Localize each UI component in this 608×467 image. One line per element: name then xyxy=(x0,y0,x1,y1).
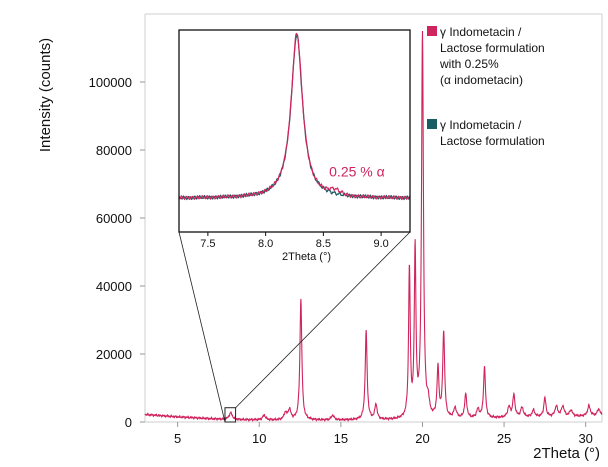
x-tick-label: 30 xyxy=(578,431,592,446)
x-tick-label: 10 xyxy=(252,431,266,446)
y-axis-label: Intensity (counts) xyxy=(37,38,54,152)
inset-x-tick-label: 7.5 xyxy=(200,238,215,250)
main-plot: 5 10 15 20 25 30 020000400006000080000100000 … xyxy=(37,13,603,462)
inset-background xyxy=(179,30,410,232)
inset-x-tick-label: 9.0 xyxy=(373,238,388,250)
series-line-formulation-with-alpha xyxy=(144,31,603,422)
x-tick-label: 20 xyxy=(415,431,429,446)
legend-label-line: (α indometacin) xyxy=(440,73,523,87)
main-y-axis: 0 20000 40000 60000 80000 100000 xyxy=(89,75,145,430)
legend-swatch xyxy=(427,119,437,129)
inset-x-axis-label: 2Theta (°) xyxy=(282,251,331,263)
legend-label-line: with 0.25% xyxy=(439,57,499,71)
y-tick-label: 20000 xyxy=(96,347,132,362)
inset-x-tick-label: 8.0 xyxy=(258,238,273,250)
legend-label-line: Lactose formulation xyxy=(440,41,545,55)
main-x-axis: 5 10 15 20 25 30 xyxy=(174,422,593,446)
legend-swatch xyxy=(427,26,437,36)
x-tick-label: 15 xyxy=(334,431,348,446)
legend-label-line: Lactose formulation xyxy=(440,134,545,148)
legend: γ Indometacin / Lactose formulation with… xyxy=(427,25,545,148)
zoom-connector-line xyxy=(235,231,411,409)
legend-item-formulation: γ Indometacin / Lactose formulation xyxy=(427,118,545,148)
inset-x-axis: 7.5 8.0 8.5 9.0 xyxy=(200,232,389,250)
zoom-region-box xyxy=(224,407,237,423)
y-tick-label: 80000 xyxy=(96,143,132,158)
legend-label-line: γ Indometacin / xyxy=(440,118,522,132)
x-axis-label: 2Theta (°) xyxy=(533,445,600,462)
y-tick-label: 100000 xyxy=(89,75,132,90)
legend-label-line: γ Indometacin / xyxy=(440,25,522,39)
y-tick-label: 40000 xyxy=(96,279,132,294)
inset-series-line-formulation-with-alpha xyxy=(178,32,411,201)
legend-item-formulation-with-alpha: γ Indometacin / Lactose formulation with… xyxy=(427,25,545,87)
inset-annotation: 0.25 % α xyxy=(329,163,385,179)
inset-plot: 7.5 8.0 8.5 9.0 0.25 % α 2Theta (°) xyxy=(178,29,411,263)
x-tick-label: 25 xyxy=(497,431,511,446)
x-tick-label: 5 xyxy=(174,431,181,446)
y-tick-label: 0 xyxy=(125,415,132,430)
zoom-connector-line xyxy=(178,231,226,423)
inset-frame xyxy=(178,29,411,233)
y-tick-label: 60000 xyxy=(96,211,132,226)
inset-x-tick-label: 8.5 xyxy=(316,238,331,250)
